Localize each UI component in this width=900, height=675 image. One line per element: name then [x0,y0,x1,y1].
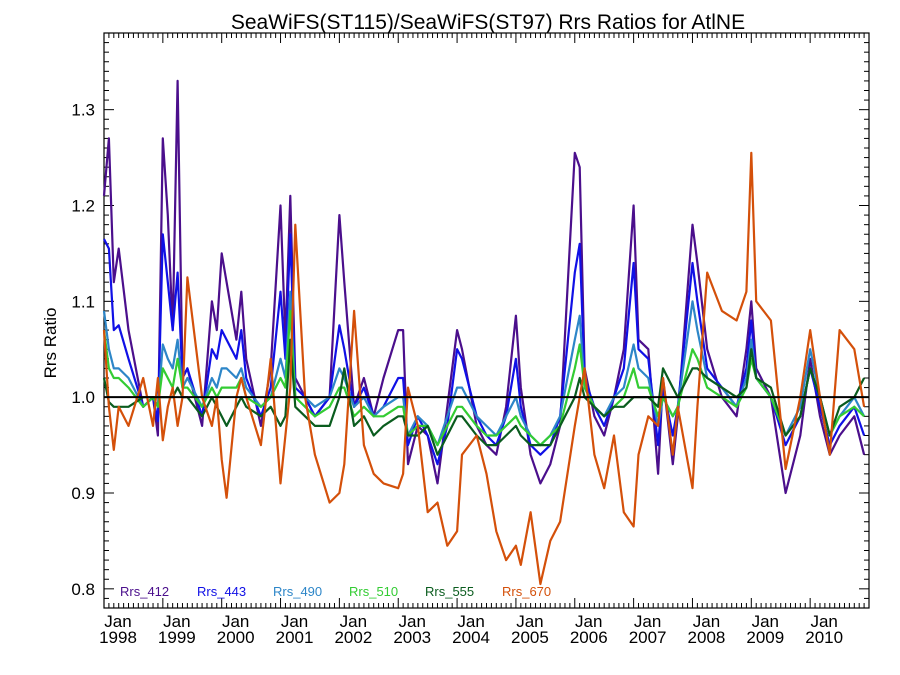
x-tick-label-year: 2001 [276,628,314,647]
series-line-rrs-510 [102,309,865,447]
y-axis-label: Rrs Ratio [41,308,60,379]
x-tick-label-year: 2003 [393,628,431,647]
x-tick-label-year: 2002 [334,628,372,647]
plot-frame [103,32,870,609]
x-tick-label-year: 2010 [805,628,843,647]
series-line-rrs-670 [102,151,866,586]
x-tick-label-month: Jan [575,612,602,631]
y-tick-label: 1.1 [71,292,95,311]
x-tick-label-month: Jan [163,612,190,631]
x-tick-label-year: 2004 [452,628,490,647]
y-tick-label: 0.9 [71,484,95,503]
x-tick-label-month: Jan [281,612,308,631]
x-tick-label-year: 2005 [511,628,549,647]
y-tick-label: 1.3 [71,101,95,120]
x-tick-label-year: 1998 [99,628,137,647]
x-tick-label-month: Jan [693,612,720,631]
x-tick-label-year: 2006 [570,628,608,647]
y-tick-label: 1.2 [71,197,95,216]
x-tick-label-month: Jan [457,612,484,631]
x-tick-label-month: Jan [222,612,249,631]
y-tick-label: 1.0 [71,388,95,407]
x-tick-label-month: Jan [752,612,779,631]
x-tick-label-month: Jan [810,612,837,631]
x-tick-label-year: 2000 [217,628,255,647]
legend-entry-rrs-490: Rrs_490 [273,584,322,599]
x-tick-label-month: Jan [634,612,661,631]
x-tick-label-month: Jan [340,612,367,631]
x-tick-label-year: 2007 [629,628,667,647]
x-tick-label-month: Jan [399,612,426,631]
chart-title: SeaWiFS(ST115)/SeaWiFS(ST97) Rrs Ratios … [231,11,745,34]
y-tick-label: 0.8 [71,580,95,599]
legend-entry-rrs-510: Rrs_510 [349,584,398,599]
plot-area: 0.80.91.01.11.21.3Jan1998Jan1999Jan2000J… [71,32,870,647]
x-tick-label-year: 2009 [746,628,784,647]
x-tick-label-month: Jan [104,612,131,631]
legend-entry-rrs-670: Rrs_670 [502,584,551,599]
legend-entry-rrs-412: Rrs_412 [120,584,169,599]
x-tick-label-year: 2008 [688,628,726,647]
x-tick-label-month: Jan [516,612,543,631]
legend-entry-rrs-443: Rrs_443 [197,584,246,599]
x-tick-label-year: 1999 [158,628,196,647]
legend-entry-rrs-555: Rrs_555 [425,584,474,599]
